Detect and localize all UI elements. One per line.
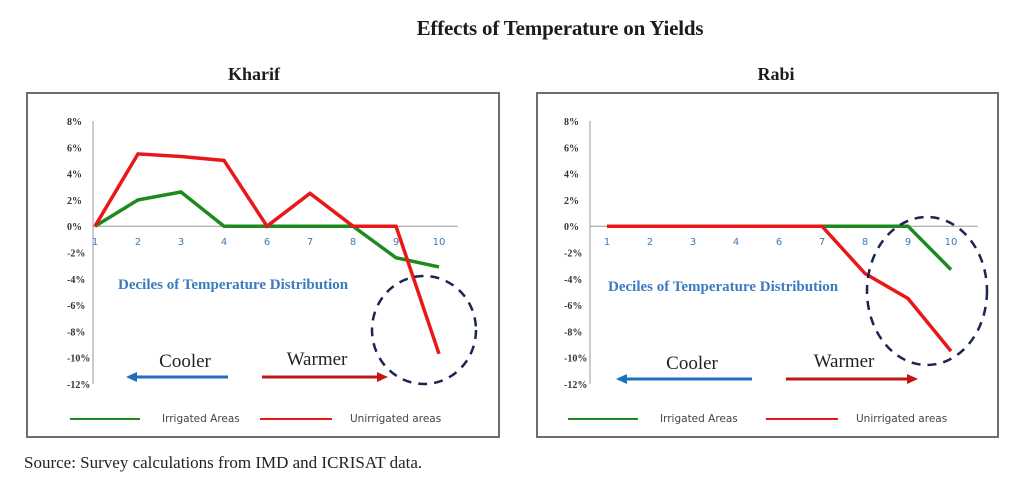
kharif-y-tick-label: 8% bbox=[67, 117, 82, 128]
rabi-legend-unirrigated-label: Unirrigated areas bbox=[856, 413, 947, 425]
kharif-y-tick-label: -12% bbox=[67, 380, 90, 391]
kharif-irrigated-line bbox=[94, 190, 440, 269]
kharif-y-tick-label: 2% bbox=[67, 196, 82, 207]
rabi-x-tick-label: 7 bbox=[819, 237, 825, 248]
kharif-cooler-arrow-head bbox=[126, 372, 137, 382]
kharif-x-tick-label: 7 bbox=[307, 237, 313, 248]
rabi-highlight-circle bbox=[865, 215, 989, 367]
rabi-y-tick-label: -2% bbox=[564, 249, 582, 260]
rabi-chart: 8% 6% 4% 2% 0% -2% -4% -6% -8% -10% -12% 1 2 3 4 6 7 8 9 10… bbox=[564, 117, 989, 425]
rabi-warmer-arrow-head bbox=[907, 374, 918, 384]
kharif-unirrigated-line bbox=[93, 152, 441, 355]
rabi-chart-panel: 8% 6% 4% 2% 0% -2% -4% -6% -8% -10% -12% 1 2 3 4 6 7 8 9 10… bbox=[536, 92, 999, 438]
rabi-y-tick-label: 4% bbox=[564, 170, 579, 181]
kharif-y-tick-label: -4% bbox=[67, 275, 85, 286]
rabi-y-tick-label: -10% bbox=[564, 354, 587, 365]
kharif-cooler-label: Cooler bbox=[159, 351, 211, 372]
kharif-legend-unirrigated-label: Unirrigated areas bbox=[350, 413, 441, 425]
kharif-highlight-circle bbox=[370, 274, 478, 386]
kharif-title: Kharif bbox=[228, 64, 280, 84]
kharif-x-tick-label: 3 bbox=[178, 237, 184, 248]
kharif-y-tick-label: -6% bbox=[67, 301, 85, 312]
kharif-x-tick-label: 2 bbox=[135, 237, 141, 248]
rabi-cooler-arrow-head bbox=[616, 374, 627, 384]
rabi-cooler-label: Cooler bbox=[666, 353, 718, 374]
kharif-y-tick-label: -8% bbox=[67, 327, 85, 338]
rabi-y-tick-label: 6% bbox=[564, 143, 579, 154]
kharif-chart: 8% 6% 4% 2% 0% -2% -4% -6% -8% -10% -12% 1 2 3 4 6 7 8 9 10… bbox=[67, 117, 478, 425]
kharif-y-tick-label: -10% bbox=[67, 354, 90, 365]
rabi-y-tick-label: -6% bbox=[564, 301, 582, 312]
rabi-x-tick-label: 3 bbox=[690, 237, 696, 248]
rabi-x-tick-label: 4 bbox=[733, 237, 739, 248]
rabi-unirrigated-line bbox=[607, 224, 953, 353]
rabi-title: Rabi bbox=[757, 64, 795, 84]
rabi-x-tick-label: 2 bbox=[647, 237, 653, 248]
rabi-x-axis-title: Deciles of Temperature Distribution bbox=[608, 279, 839, 295]
kharif-y-tick-label: 4% bbox=[67, 170, 82, 181]
rabi-y-tick-label: -4% bbox=[564, 275, 582, 286]
rabi-x-tick-label: 6 bbox=[776, 237, 782, 248]
kharif-chart-panel: 8% 6% 4% 2% 0% -2% -4% -6% -8% -10% -12% 1 2 3 4 6 7 8 9 10… bbox=[26, 92, 500, 438]
rabi-y-tick-label: 2% bbox=[564, 196, 579, 207]
kharif-x-axis-title: Deciles of Temperature Distribution bbox=[118, 277, 349, 293]
kharif-warmer-label: Warmer bbox=[287, 349, 348, 370]
kharif-warmer-arrow-head bbox=[377, 372, 388, 382]
main-title: Effects of Temperature on Yields bbox=[416, 16, 704, 40]
rabi-y-tick-label: -8% bbox=[564, 327, 582, 338]
rabi-warmer-label: Warmer bbox=[814, 351, 875, 372]
kharif-y-tick-label: -2% bbox=[67, 249, 85, 260]
rabi-y-tick-label: 8% bbox=[564, 117, 579, 128]
source-note: Source: Survey calculations from IMD and… bbox=[24, 453, 423, 472]
kharif-x-tick-label: 1 bbox=[92, 237, 98, 248]
rabi-x-tick-label: 1 bbox=[604, 237, 610, 248]
kharif-x-tick-label: 6 bbox=[264, 237, 270, 248]
kharif-x-tick-label: 9 bbox=[393, 237, 399, 248]
rabi-x-tick-label: 8 bbox=[862, 237, 868, 248]
rabi-legend-irrigated-label: Irrigated Areas bbox=[660, 413, 738, 425]
kharif-x-tick-label: 10 bbox=[433, 237, 446, 248]
kharif-y-tick-label: 6% bbox=[67, 143, 82, 154]
kharif-y-tick-label: 0% bbox=[67, 222, 82, 233]
kharif-x-tick-label: 8 bbox=[350, 237, 356, 248]
kharif-x-tick-label: 4 bbox=[221, 237, 227, 248]
rabi-y-tick-label: 0% bbox=[564, 222, 579, 233]
rabi-x-tick-label: 10 bbox=[945, 237, 958, 248]
rabi-y-tick-label: -12% bbox=[564, 380, 587, 391]
rabi-x-tick-label: 9 bbox=[905, 237, 911, 248]
kharif-legend-irrigated-label: Irrigated Areas bbox=[162, 413, 240, 425]
